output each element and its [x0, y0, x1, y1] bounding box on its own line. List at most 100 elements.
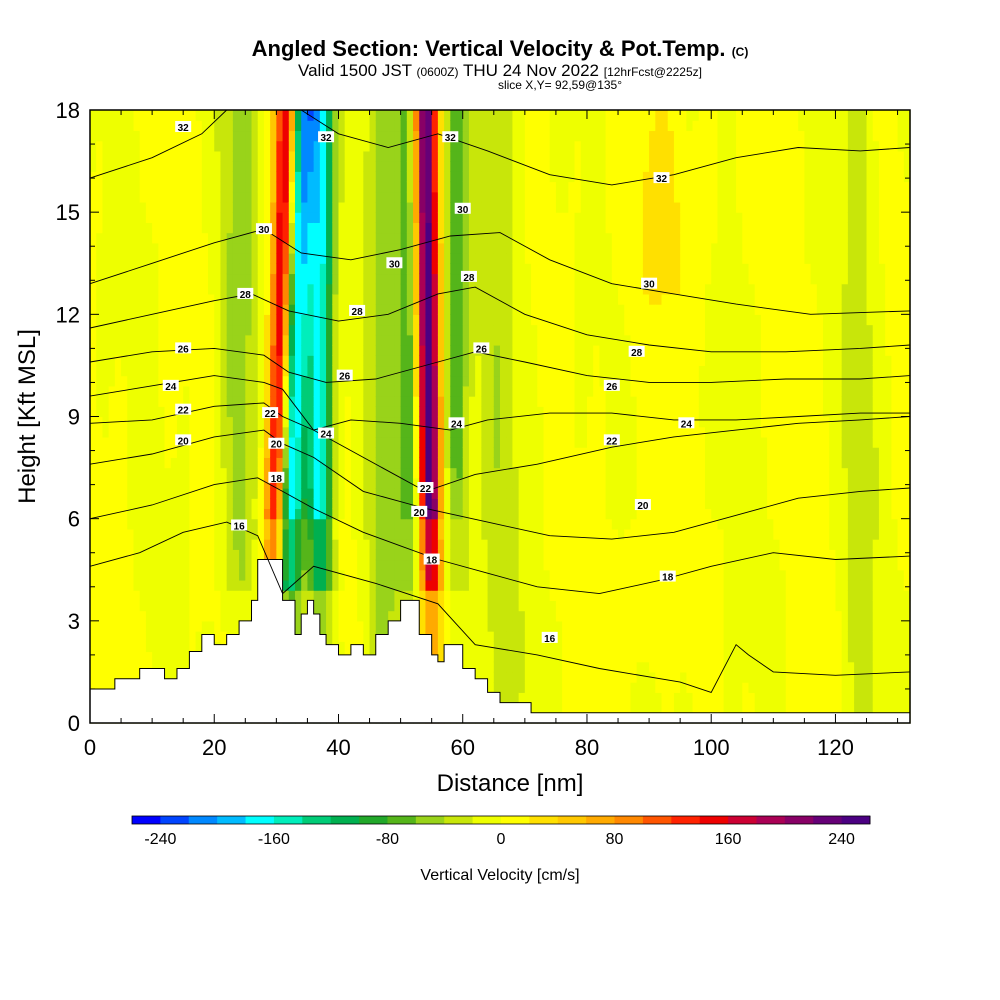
- heatmap-cell: [270, 508, 277, 520]
- heatmap-cell: [201, 120, 209, 132]
- heatmap-cell: [394, 559, 402, 571]
- heatmap-cell: [189, 426, 197, 438]
- heatmap-cell: [127, 181, 135, 193]
- heatmap-cell: [481, 508, 489, 520]
- heatmap-cell: [164, 191, 172, 203]
- heatmap-cell: [531, 416, 538, 428]
- heatmap-cell: [357, 375, 364, 387]
- heatmap-cell: [152, 242, 159, 254]
- heatmap-cell: [208, 498, 215, 510]
- heatmap-cell: [381, 212, 389, 223]
- heatmap-cell: [381, 467, 389, 479]
- heatmap-cell: [232, 579, 240, 591]
- heatmap-cell: [326, 110, 333, 121]
- heatmap-cell: [332, 396, 340, 407]
- heatmap-cell: [220, 620, 228, 632]
- heatmap-cell: [475, 641, 482, 653]
- heatmap-cell: [133, 488, 141, 499]
- heatmap-cell: [245, 590, 253, 601]
- heatmap-cell: [139, 569, 147, 581]
- heatmap-cell: [512, 130, 520, 142]
- heatmap-cell: [114, 467, 122, 479]
- heatmap-cell: [232, 273, 240, 285]
- heatmap-cell: [555, 539, 563, 550]
- heatmap-cell: [139, 488, 147, 499]
- heatmap-cell: [245, 355, 253, 367]
- heatmap-cell: [431, 641, 439, 653]
- heatmap-cell: [568, 508, 576, 520]
- heatmap-cell: [363, 110, 371, 121]
- heatmap-cell: [493, 661, 501, 673]
- heatmap-cell: [562, 692, 569, 704]
- heatmap-cell: [121, 232, 128, 244]
- heatmap-cell: [350, 610, 358, 622]
- heatmap-cell: [208, 559, 215, 571]
- heatmap-cell: [456, 130, 464, 142]
- heatmap-cell: [263, 365, 271, 377]
- heatmap-cell: [350, 263, 358, 275]
- heatmap-cell: [301, 518, 309, 530]
- heatmap-cell: [475, 171, 482, 183]
- heatmap-cell: [121, 110, 128, 121]
- heatmap-cell: [400, 201, 408, 213]
- heatmap-cell: [164, 528, 172, 540]
- heatmap-cell: [121, 222, 128, 234]
- heatmap-cell: [500, 682, 507, 693]
- heatmap-cell: [220, 181, 228, 193]
- heatmap-cell: [121, 365, 128, 377]
- heatmap-cell: [537, 232, 545, 244]
- heatmap-cell: [357, 590, 364, 601]
- heatmap-cell: [394, 242, 402, 254]
- heatmap-cell: [431, 385, 439, 397]
- heatmap-cell: [468, 130, 476, 142]
- heatmap-cell: [456, 222, 464, 234]
- heatmap-cell: [183, 171, 190, 183]
- heatmap-cell: [170, 651, 178, 663]
- heatmap-cell: [555, 314, 563, 326]
- heatmap-cell: [214, 498, 222, 510]
- heatmap-cell: [189, 355, 197, 367]
- heatmap-cell: [456, 120, 464, 132]
- heatmap-cell: [444, 293, 451, 305]
- heatmap-cell: [487, 130, 495, 142]
- heatmap-cell: [506, 242, 514, 254]
- heatmap-cell: [462, 365, 470, 377]
- heatmap-cell: [133, 610, 141, 622]
- heatmap-cell: [388, 334, 395, 346]
- heatmap-cell: [239, 416, 246, 428]
- heatmap-cell: [257, 385, 265, 397]
- heatmap-cell: [350, 600, 358, 612]
- heatmap-cell: [350, 314, 358, 326]
- heatmap-cell: [481, 222, 489, 234]
- heatmap-cell: [468, 528, 476, 540]
- heatmap-cell: [133, 242, 141, 254]
- heatmap-cell: [524, 324, 532, 336]
- heatmap-cell: [425, 355, 433, 367]
- heatmap-cell: [145, 508, 153, 520]
- heatmap-cell: [531, 253, 538, 264]
- heatmap-cell: [580, 682, 588, 693]
- heatmap-cell: [549, 375, 557, 387]
- heatmap-cell: [487, 620, 495, 632]
- heatmap-cell: [512, 508, 520, 520]
- heatmap-cell: [586, 232, 594, 244]
- heatmap-cell: [164, 324, 172, 336]
- heatmap-cell: [127, 273, 135, 285]
- heatmap-cell: [195, 447, 203, 458]
- heatmap-cell: [313, 508, 321, 520]
- heatmap-cell: [431, 579, 439, 591]
- heatmap-cell: [518, 161, 526, 172]
- heatmap-cell: [413, 375, 420, 387]
- heatmap-cell: [518, 212, 526, 223]
- heatmap-cell: [208, 488, 215, 499]
- heatmap-cell: [450, 385, 458, 397]
- heatmap-cell: [475, 242, 482, 254]
- heatmap-cell: [170, 406, 178, 418]
- heatmap-cell: [524, 273, 532, 285]
- heatmap-cell: [456, 263, 464, 275]
- heatmap-cell: [431, 426, 439, 438]
- heatmap-cell: [152, 130, 159, 142]
- heatmap-cell: [121, 304, 128, 315]
- heatmap-cell: [500, 436, 507, 448]
- heatmap-cell: [208, 600, 215, 612]
